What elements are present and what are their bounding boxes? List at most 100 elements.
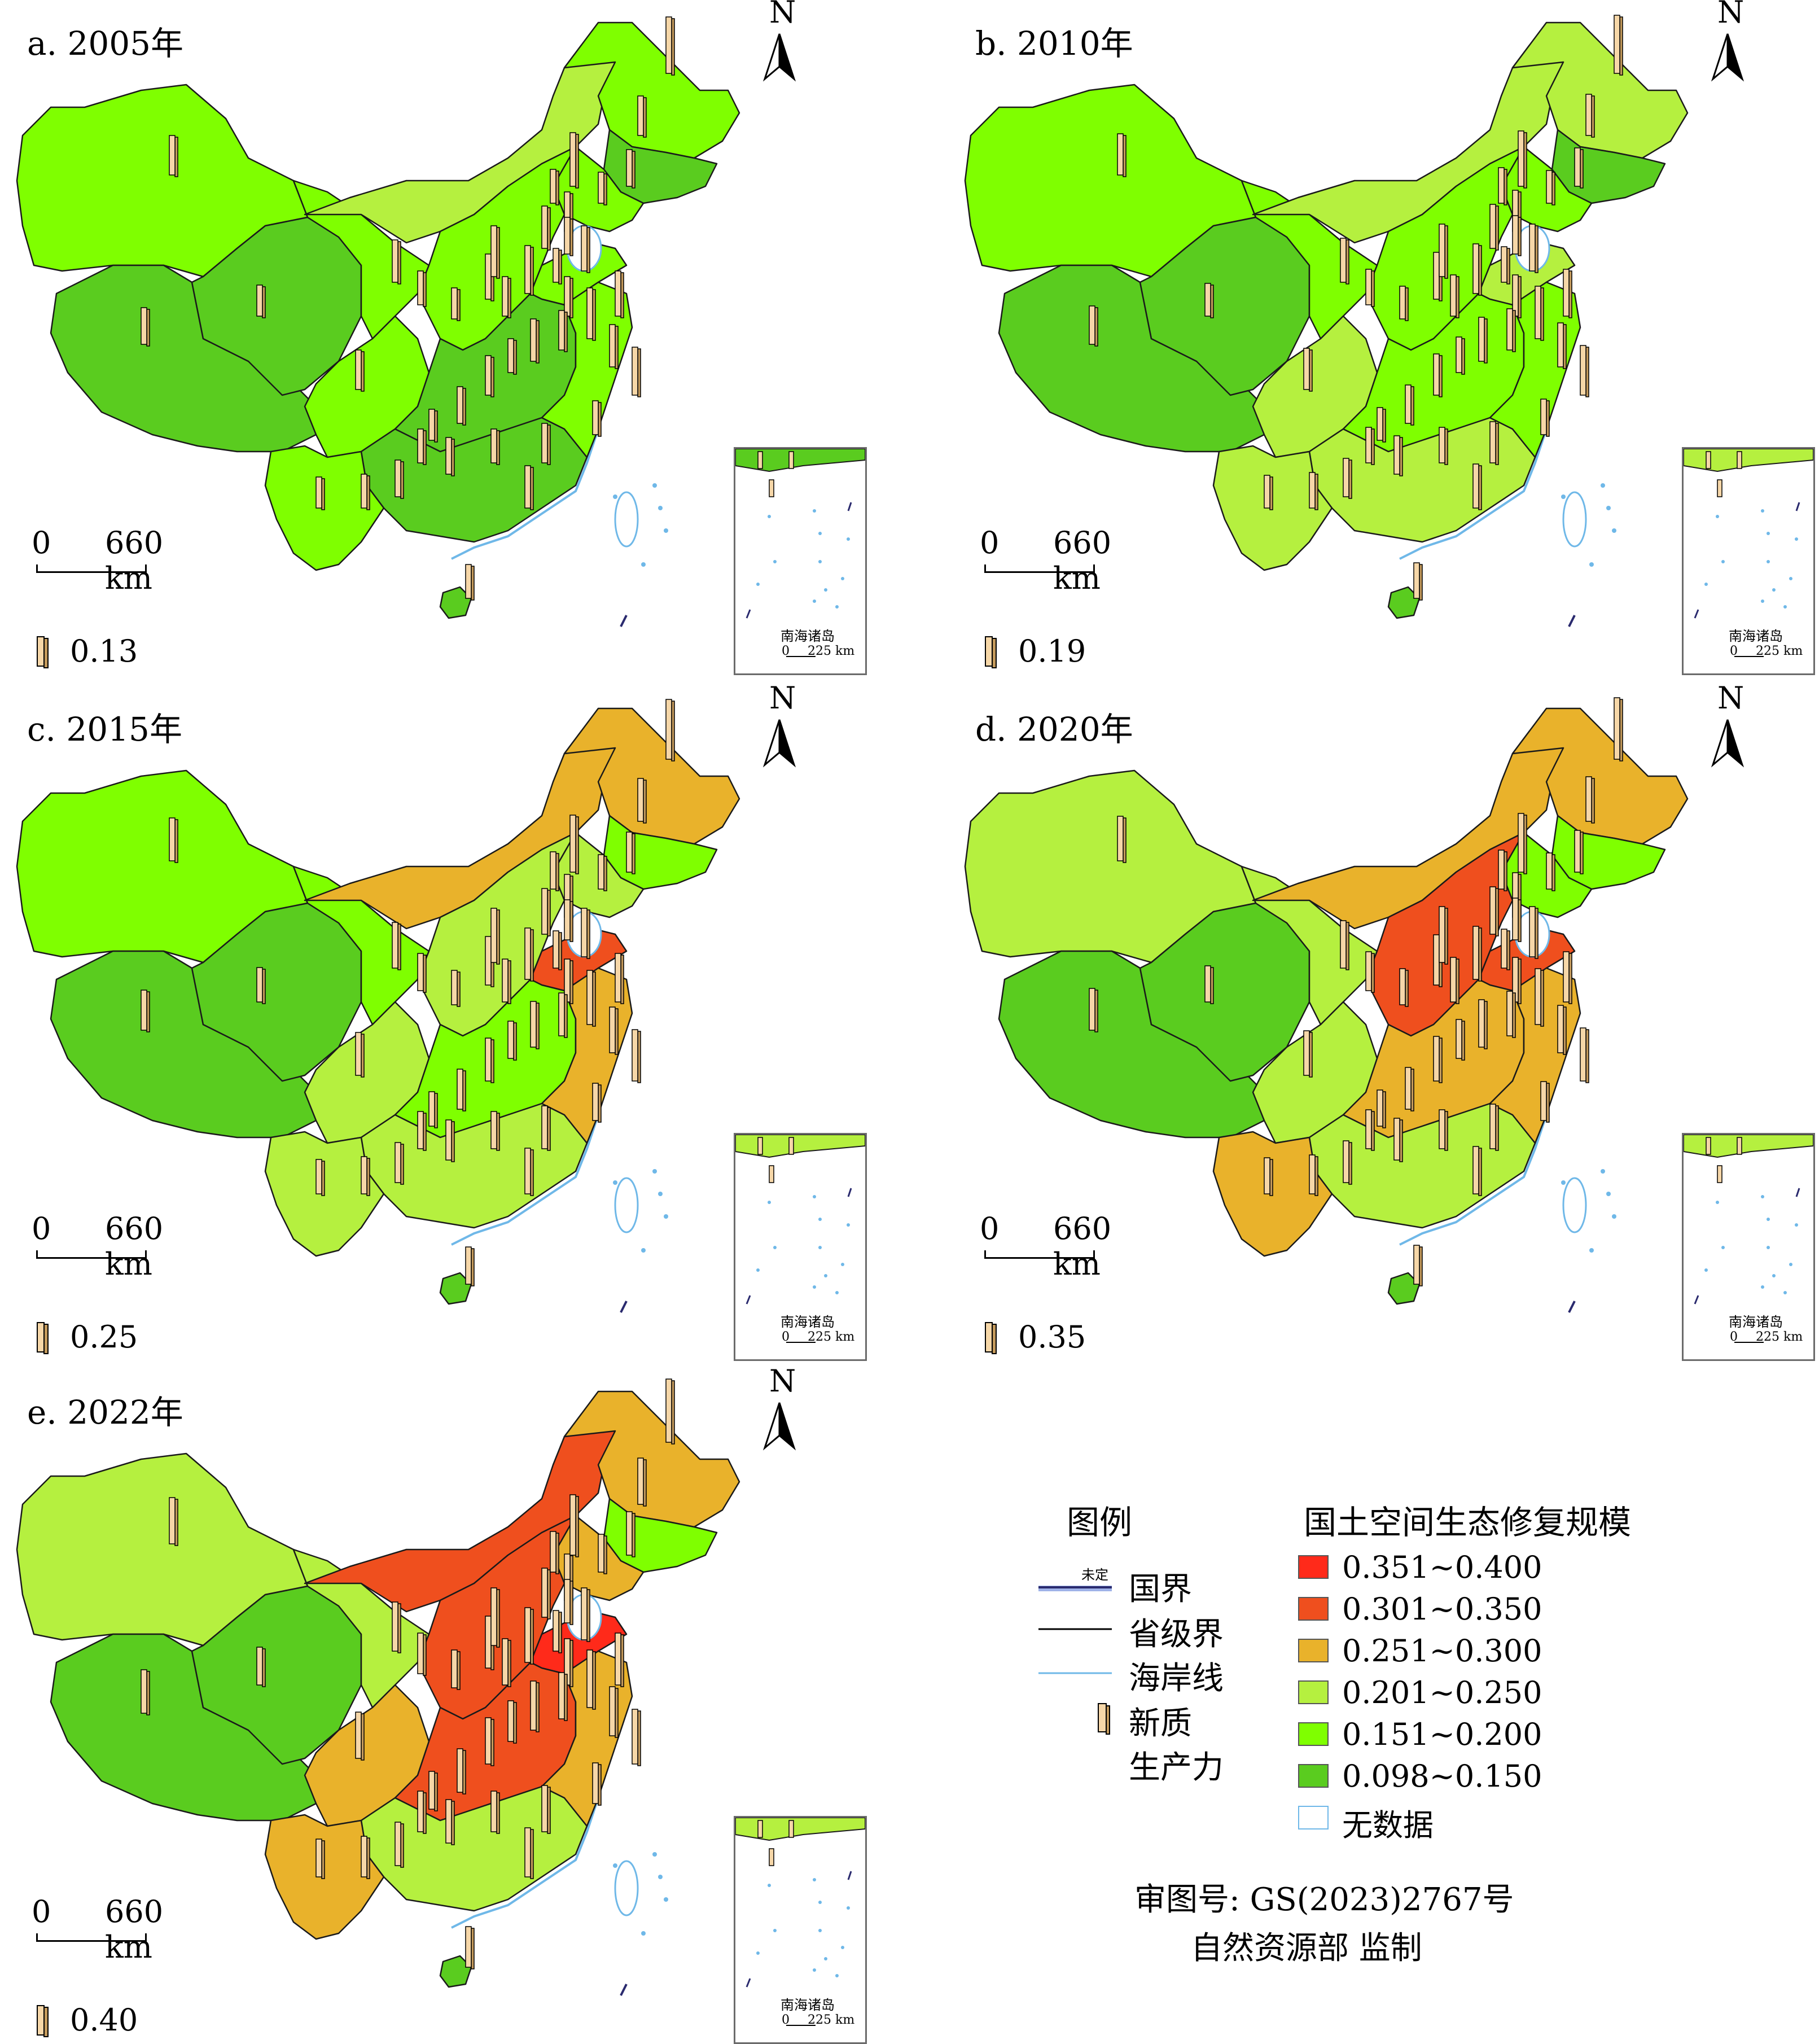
scale-bar: 0 660 km	[32, 525, 163, 596]
panel-title: c. 2015年	[27, 710, 182, 749]
border-dash-mark	[620, 615, 628, 627]
legend-class-swatch	[1298, 1722, 1329, 1746]
productivity-bar	[541, 423, 551, 465]
productivity-bar	[1089, 305, 1098, 347]
island-dot	[613, 494, 617, 499]
productivity-bar	[1340, 238, 1349, 285]
productivity-bar	[417, 428, 427, 465]
south-china-sea-inset: 南海诸岛 0 225 km	[734, 1133, 867, 1361]
island-dot	[664, 1214, 668, 1219]
productivity-bar	[1535, 968, 1544, 1027]
productivity-bar	[1365, 1109, 1375, 1151]
productivity-bar	[1489, 1104, 1499, 1151]
productivity-bar	[541, 205, 551, 251]
productivity-bar	[502, 1638, 511, 1687]
productivity-bar	[1478, 999, 1488, 1049]
legend-class-label: 无数据	[1342, 1807, 1434, 1843]
productivity-bar	[637, 1458, 647, 1507]
productivity-bar	[1303, 1030, 1313, 1078]
map-panel-d: d. 2020年 N 0 660 km 0.35 南海诸岛 0 225 km	[948, 680, 1819, 1361]
productivity-bar	[465, 1926, 475, 1969]
legend-coastline: 海岸线	[1038, 1653, 1264, 1697]
productivity-bar	[626, 149, 635, 189]
productivity-bar	[1343, 1140, 1352, 1185]
island-dot	[1561, 494, 1566, 499]
productivity-bar	[1512, 898, 1522, 942]
productivity-bar	[524, 1607, 534, 1665]
productivity-bar	[490, 908, 500, 965]
scale-line	[36, 1250, 147, 1259]
productivity-bar	[665, 699, 675, 761]
productivity-bar	[490, 1111, 500, 1151]
productivity-bar	[564, 276, 573, 318]
productivity-bar	[507, 1700, 517, 1744]
province-region-ne_heil	[563, 707, 740, 845]
island-dot	[652, 1169, 657, 1174]
productivity-bar	[632, 347, 641, 397]
productivity-bar	[1393, 1118, 1403, 1162]
legend-class-row: 0.098~0.150	[1298, 1758, 1637, 1794]
island-dot	[1612, 1214, 1616, 1219]
productivity-bar	[141, 990, 150, 1032]
productivity-bar	[392, 1601, 401, 1653]
productivity-bar	[507, 1021, 517, 1061]
china-choropleth-map	[964, 697, 1689, 1313]
productivity-bar	[564, 217, 573, 256]
map-approval-number: 审图号: GS(2023)2767号	[1134, 1881, 1514, 1918]
legend-coastline-label: 海岸线	[1129, 1660, 1224, 1697]
island-dot	[652, 483, 657, 488]
bar-key-value: 0.35	[1018, 1319, 1086, 1355]
inset-title: 南海诸岛	[781, 1314, 835, 1330]
productivity-bar	[1456, 1019, 1465, 1061]
productivity-bar	[1456, 336, 1465, 375]
legend-class-swatch	[1298, 1639, 1329, 1662]
productivity-bar	[1117, 816, 1127, 863]
productivity-bar	[1439, 906, 1448, 965]
province-region-hainan	[1387, 1272, 1421, 1305]
productivity-bar	[1546, 852, 1555, 891]
productivity-bar	[457, 1069, 466, 1111]
inset-title: 南海诸岛	[781, 628, 835, 644]
scale-line	[984, 564, 1095, 573]
productivity-bar	[553, 1610, 562, 1653]
productivity-bar	[524, 1148, 534, 1196]
productivity-bar	[1450, 274, 1459, 318]
border-undetermined-mark: 未定	[1081, 1567, 1108, 1583]
productivity-bar	[1413, 1245, 1423, 1286]
productivity-bar	[1472, 243, 1482, 296]
productivity-bar	[417, 1111, 427, 1151]
productivity-bar	[558, 1672, 568, 1721]
inset-scale-distance: 225 km	[808, 1330, 855, 1344]
south-china-sea-inset: 南海诸岛 0 225 km	[734, 1816, 867, 2044]
legend-provincial-border: 省级界	[1038, 1609, 1264, 1653]
inset-map	[735, 1818, 865, 2026]
china-choropleth-map	[16, 699, 740, 1313]
province-region-hainan	[439, 1272, 472, 1305]
south-china-sea-inset: 南海诸岛 0 225 km	[734, 447, 867, 675]
productivity-bar	[553, 930, 562, 970]
scale-zero: 0	[32, 1894, 51, 1929]
productivity-bar	[1518, 813, 1527, 874]
productivity-bar	[1574, 147, 1584, 189]
taiwan-outline	[614, 1860, 639, 1916]
productivity-bar	[1309, 1154, 1318, 1196]
inset-title: 南海诸岛	[1729, 628, 1783, 644]
bar-key-value: 0.13	[70, 633, 138, 669]
productivity-bar	[1498, 850, 1507, 891]
productivity-bar	[637, 95, 647, 138]
bar-column-icon	[985, 636, 997, 668]
productivity-bar	[1489, 886, 1499, 936]
legend-bar-label-1: 新质	[1129, 1705, 1192, 1742]
inset-title: 南海诸岛	[1729, 1314, 1783, 1330]
province-region-qinghai	[1139, 902, 1310, 1082]
north-arrow-icon: N	[759, 1363, 810, 1459]
productivity-bar	[395, 459, 404, 499]
island-dot	[658, 1875, 663, 1879]
legend-class-row: 0.351~0.400	[1298, 1550, 1637, 1585]
productivity-bar	[1405, 384, 1414, 426]
productivity-bar	[564, 899, 573, 942]
productivity-bar	[1498, 167, 1507, 205]
legend-national-border: 未定 国界	[1038, 1564, 1264, 1608]
productivity-bar	[315, 1839, 325, 1879]
productivity-bar	[550, 169, 559, 205]
